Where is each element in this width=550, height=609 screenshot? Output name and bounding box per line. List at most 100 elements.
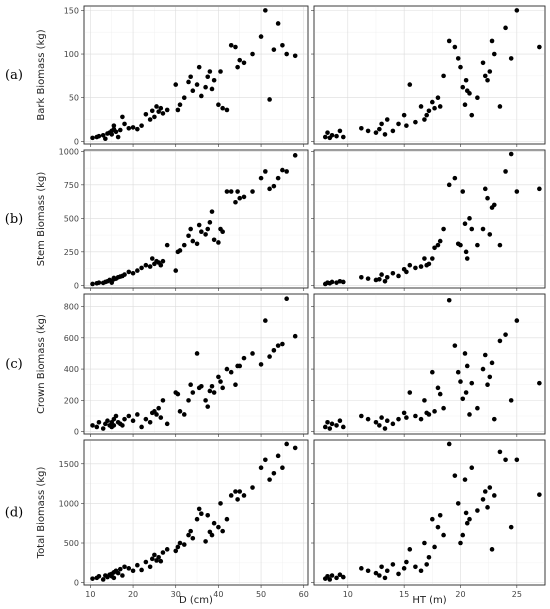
data-point <box>377 573 382 578</box>
y-tick-label: 50 <box>69 94 79 103</box>
data-point <box>418 416 424 422</box>
data-point <box>489 360 495 366</box>
data-point <box>250 51 255 57</box>
data-point <box>446 182 452 188</box>
data-point <box>379 121 384 127</box>
data-point <box>241 355 247 361</box>
data-point <box>462 102 468 107</box>
data-point <box>485 77 490 83</box>
data-point <box>452 175 458 181</box>
data-point <box>228 43 234 48</box>
data-point <box>100 577 106 582</box>
data-point <box>426 554 432 560</box>
data-point <box>205 512 211 518</box>
data-point <box>482 352 488 358</box>
data-point <box>464 256 470 261</box>
data-point <box>441 73 446 79</box>
panel-background <box>83 293 309 435</box>
data-point <box>482 73 488 79</box>
data-point <box>267 97 272 102</box>
data-point <box>228 369 234 375</box>
data-point <box>489 547 495 552</box>
data-point <box>422 256 427 261</box>
y-tick-label: 1500 <box>59 460 79 469</box>
data-point <box>173 82 179 87</box>
data-point <box>250 485 255 490</box>
data-point <box>422 540 427 546</box>
data-point <box>514 457 520 463</box>
data-point <box>401 410 407 416</box>
x-axis-title: D (cm) <box>179 595 213 606</box>
data-point <box>194 241 200 247</box>
data-point <box>160 398 166 403</box>
data-point <box>458 540 463 546</box>
data-point <box>379 564 384 570</box>
data-point <box>241 194 247 200</box>
data-point <box>462 221 468 226</box>
data-point <box>233 489 238 494</box>
data-point <box>258 362 264 367</box>
data-point <box>220 229 225 235</box>
data-point <box>508 398 514 403</box>
data-point <box>139 265 144 271</box>
y-tick-label: 150 <box>64 6 79 15</box>
data-point <box>173 548 179 554</box>
data-point <box>120 114 125 120</box>
data-point <box>437 512 443 518</box>
data-point <box>325 130 330 135</box>
data-point <box>139 123 144 128</box>
data-point <box>235 64 240 70</box>
data-point <box>503 332 508 337</box>
data-point <box>130 418 136 424</box>
y-tick-label: 200 <box>64 396 79 405</box>
data-point <box>237 195 243 201</box>
data-point <box>122 416 127 422</box>
data-point <box>407 390 413 395</box>
data-point <box>130 568 136 574</box>
data-point <box>211 237 217 243</box>
data-point <box>452 44 458 50</box>
data-point <box>147 264 153 269</box>
x-tick-label: 20 <box>455 590 465 599</box>
data-point <box>334 423 339 428</box>
panel-border <box>313 5 546 145</box>
x-tick-label: 20 <box>128 590 138 599</box>
data-point <box>275 175 281 181</box>
data-point <box>284 441 289 447</box>
data-point <box>487 374 493 380</box>
data-point <box>396 121 401 127</box>
data-point <box>460 84 466 90</box>
data-point <box>418 264 424 269</box>
data-point <box>537 380 542 386</box>
panel-border <box>83 149 309 289</box>
data-point <box>379 415 384 420</box>
data-point <box>267 477 272 482</box>
data-point <box>537 186 542 192</box>
panel-label: (c) <box>5 357 22 372</box>
data-point <box>422 398 427 403</box>
y-tick-label: 800 <box>64 303 79 312</box>
data-point <box>458 64 463 70</box>
data-point <box>458 242 463 248</box>
y-tick-label: 1000 <box>59 499 79 508</box>
data-point <box>435 385 441 391</box>
x-tick-label: 50 <box>256 590 266 599</box>
data-point <box>228 493 234 498</box>
data-point <box>275 21 281 26</box>
panel-border <box>83 439 309 586</box>
data-point <box>207 220 213 225</box>
data-point <box>203 539 208 544</box>
data-point <box>373 419 379 425</box>
data-point <box>390 562 396 567</box>
data-point <box>186 398 191 403</box>
data-point <box>487 485 493 490</box>
data-point <box>205 74 211 80</box>
data-point <box>382 279 388 284</box>
data-point <box>126 413 132 419</box>
data-point <box>292 445 298 451</box>
y-tick-label: 100 <box>64 50 79 59</box>
data-point <box>211 520 217 526</box>
data-point <box>334 133 339 139</box>
data-point <box>469 380 475 386</box>
data-point <box>160 258 166 264</box>
